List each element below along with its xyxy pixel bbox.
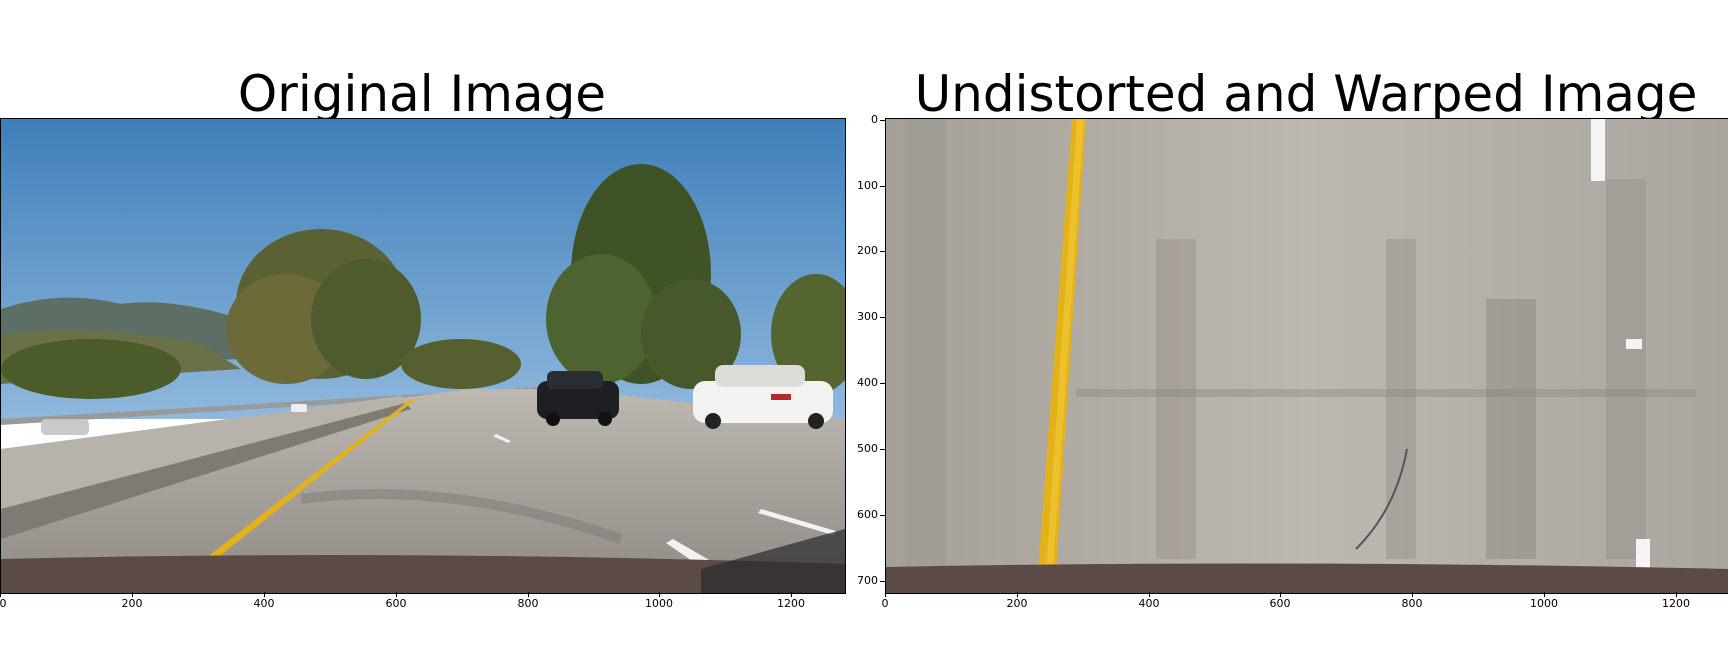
right-y-tickmark <box>880 251 885 252</box>
right-x-tick-label: 200 <box>1006 597 1028 610</box>
right-x-tickmark <box>1149 592 1150 597</box>
right-x-tickmark <box>1280 592 1281 597</box>
right-y-tickmark <box>880 581 885 582</box>
left-x-tickmark <box>659 592 660 597</box>
right-y-tick-label: 700 <box>857 574 878 587</box>
right-y-tick-label: 100 <box>857 179 878 192</box>
right-y-tickmark <box>880 515 885 516</box>
warped-image <box>885 118 1728 594</box>
right-y-tick-label: 500 <box>857 442 878 455</box>
left-x-tickmark <box>0 592 1 597</box>
right-image-title: Undistorted and Warped Image <box>914 65 1698 123</box>
original-image <box>0 118 846 594</box>
right-y-tickmark <box>880 317 885 318</box>
left-x-tick-label: 200 <box>121 597 143 610</box>
right-y-tickmark <box>880 186 885 187</box>
right-x-tick-label: 1200 <box>1662 597 1690 610</box>
right-x-tickmark <box>1412 592 1413 597</box>
left-image-title: Original Image <box>237 65 607 123</box>
right-y-tick-label: 200 <box>857 244 878 257</box>
left-x-tickmark <box>396 592 397 597</box>
right-x-tick-label: 600 <box>1269 597 1291 610</box>
right-y-tick-label: 0 <box>871 113 878 126</box>
right-y-tick-label: 600 <box>857 508 878 521</box>
right-y-tickmark <box>880 383 885 384</box>
right-x-tickmark <box>885 592 886 597</box>
left-x-tick-label: 1200 <box>777 597 805 610</box>
left-x-tick-label: 400 <box>253 597 275 610</box>
left-x-tickmark <box>132 592 133 597</box>
right-x-tick-label: 800 <box>1401 597 1423 610</box>
right-x-tick-label: 0 <box>881 597 889 610</box>
right-y-tickmark <box>880 120 885 121</box>
right-x-tickmark <box>1017 592 1018 597</box>
left-x-tickmark <box>264 592 265 597</box>
right-y-tick-label: 400 <box>857 376 878 389</box>
right-y-tickmark <box>880 449 885 450</box>
left-x-tickmark <box>528 592 529 597</box>
right-x-tickmark <box>1676 592 1677 597</box>
right-x-tick-label: 400 <box>1138 597 1160 610</box>
right-x-tick-label: 1000 <box>1530 597 1558 610</box>
left-x-tick-label: 1000 <box>645 597 673 610</box>
left-x-tick-label: 800 <box>517 597 539 610</box>
left-x-tick-label: 0 <box>0 597 7 610</box>
left-x-tickmark <box>791 592 792 597</box>
right-x-tickmark <box>1544 592 1545 597</box>
left-x-tick-label: 600 <box>385 597 407 610</box>
right-y-tick-label: 300 <box>857 310 878 323</box>
